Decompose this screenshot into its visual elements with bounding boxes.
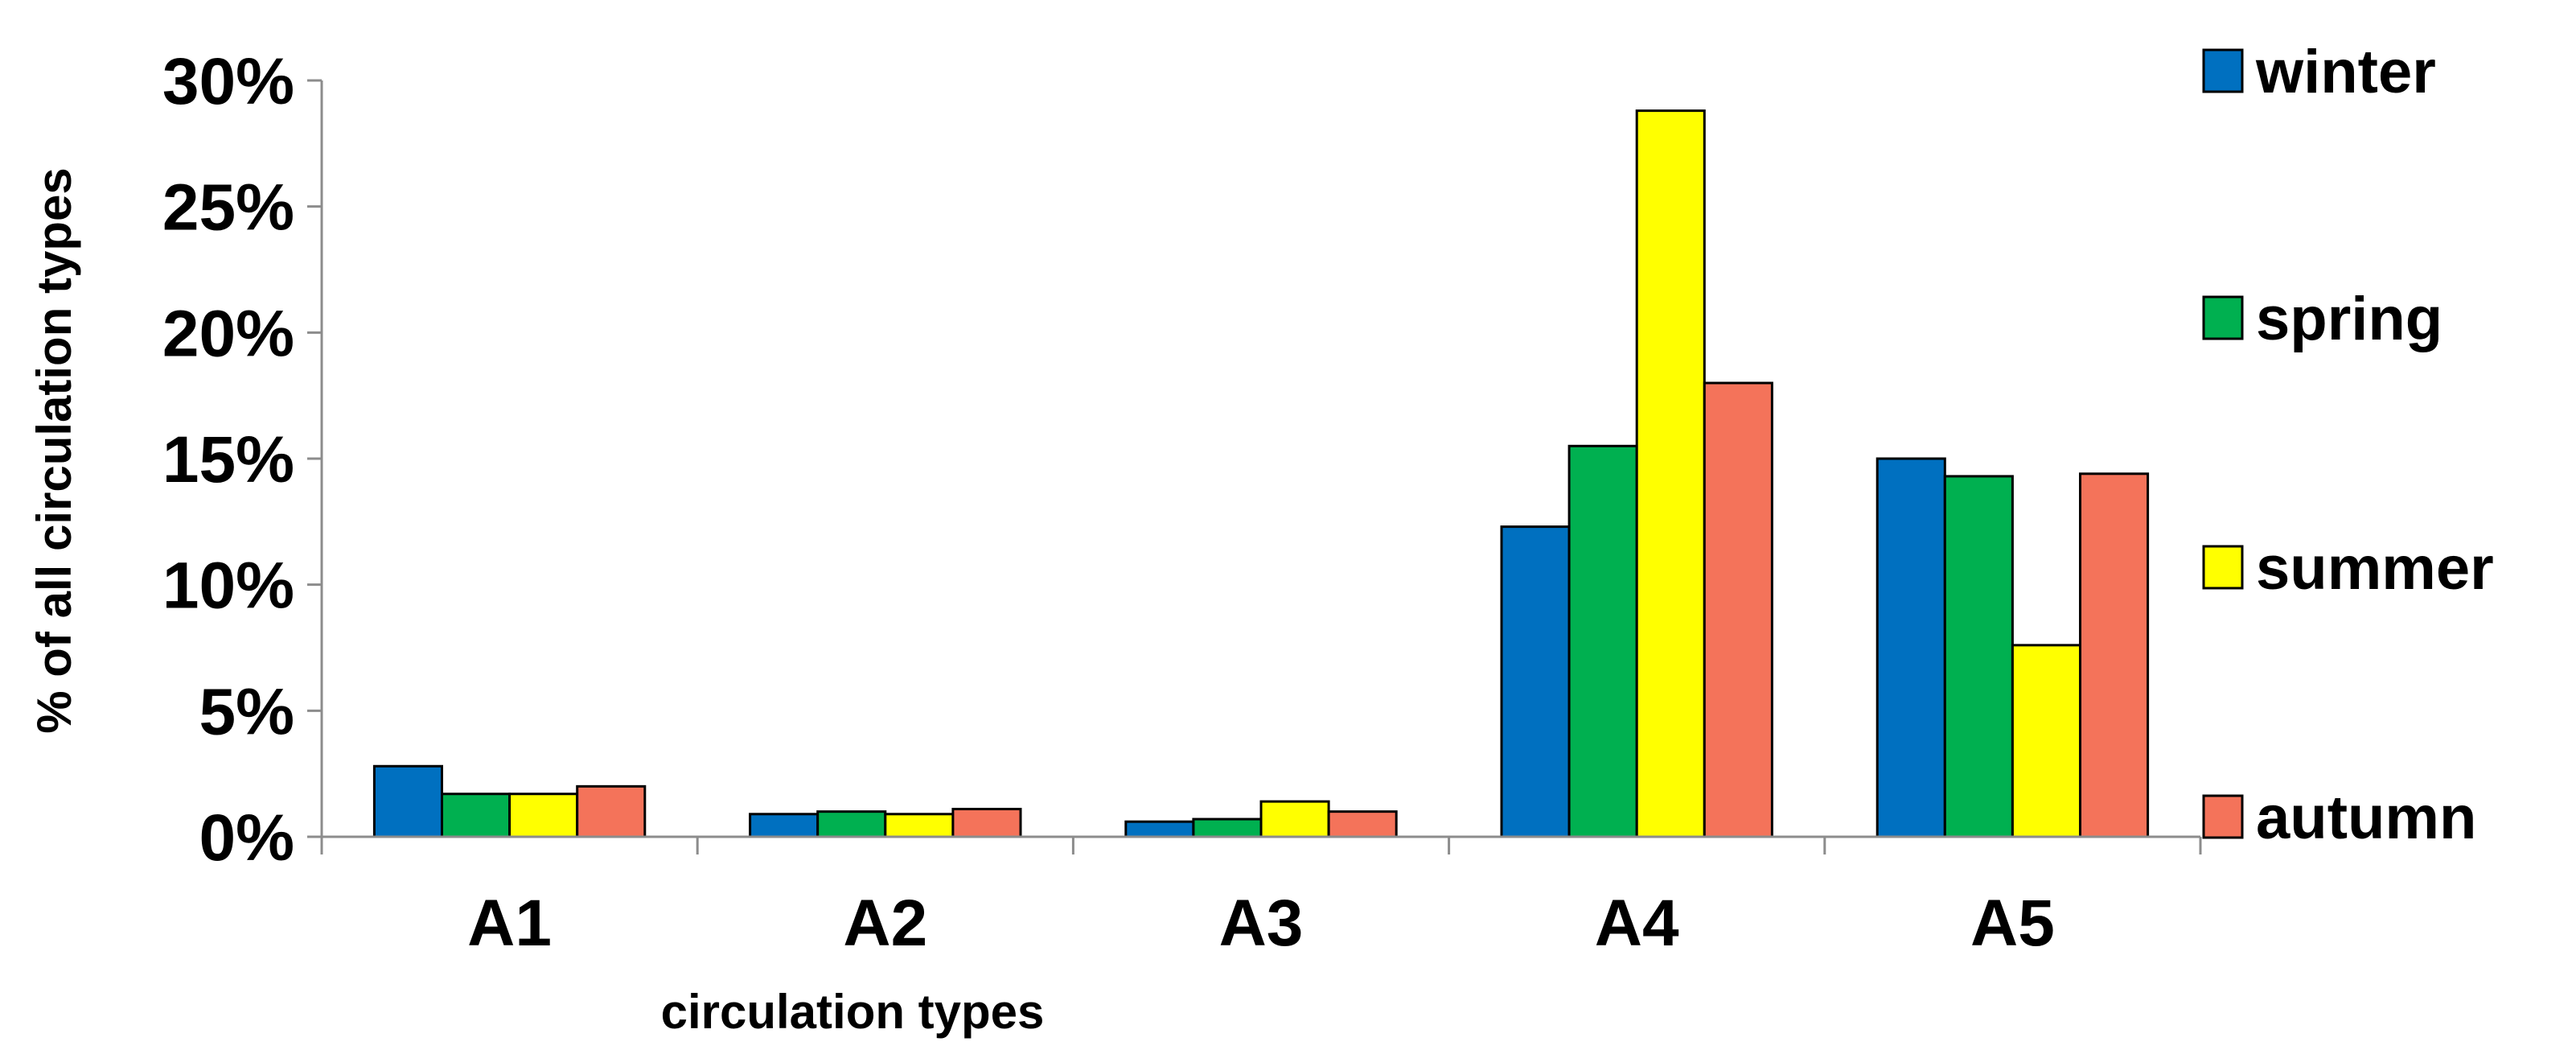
bar-winter-a3 [1124,820,1195,838]
bar-autumn-a1 [576,784,647,838]
bar-summer-a3 [1259,800,1330,838]
bar-summer-a1 [508,793,579,838]
bars [372,109,2150,838]
y-tick-label: 30% [162,45,294,118]
y-tick-label: 10% [162,550,294,623]
bar-winter-a4 [1500,525,1571,838]
y-tick-label: 15% [162,423,294,496]
bar-spring-a4 [1567,444,1638,838]
x-tick-label: A3 [1219,887,1304,960]
bar-winter-a1 [372,764,444,838]
legend-label-spring: spring [2256,285,2442,353]
y-tick-label: 25% [162,171,294,245]
bar-winter-a5 [1876,457,1946,838]
y-axis-ticks: 0% 5% 10% 15% 20% 25% 30% [162,45,322,875]
legend-label-autumn: autumn [2256,784,2476,852]
bar-spring-a2 [816,810,887,838]
bar-summer-a2 [884,813,955,838]
legend-swatch-winter [2202,48,2244,93]
x-tick-label: A1 [467,887,552,960]
bar-autumn-a5 [2078,472,2150,838]
legend: winter spring summer autumn [2202,38,2494,852]
legend-label-winter: winter [2255,38,2436,106]
bar-autumn-a4 [1703,381,1773,838]
bar-spring-a3 [1192,817,1263,838]
y-tick-label: 0% [199,801,294,875]
bar-spring-a5 [1943,475,2014,838]
x-axis-ticks: A1 A2 A3 A4 A5 [320,837,2202,960]
x-tick-label: A5 [1970,887,2055,960]
y-tick-label: 5% [199,675,294,748]
bar-winter-a2 [749,813,820,838]
bar-autumn-a3 [1327,810,1398,838]
bar-summer-a4 [1635,109,1706,838]
x-axis-label: circulation types [661,985,1045,1039]
bar-autumn-a2 [951,808,1022,838]
y-tick-label: 20% [162,297,294,370]
legend-swatch-summer [2202,545,2244,590]
legend-swatch-spring [2202,295,2244,340]
bar-spring-a1 [441,793,512,838]
x-tick-label: A4 [1595,887,1679,960]
legend-label-summer: summer [2256,534,2494,603]
bar-summer-a5 [2011,644,2081,838]
y-axis-label: % of all circulation types [27,167,81,734]
x-tick-label: A2 [843,887,927,960]
legend-swatch-autumn [2202,794,2244,839]
